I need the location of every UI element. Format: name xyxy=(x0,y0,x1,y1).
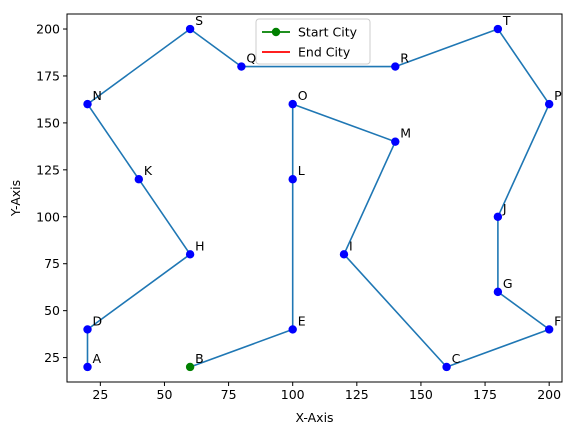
city-label-d: D xyxy=(93,313,103,328)
y-tick-label: 200 xyxy=(36,22,60,37)
city-point-b xyxy=(185,362,195,372)
plot-area: A B C D E F G H I J K L M N O P Q R S T xyxy=(83,13,562,372)
city-label-t: T xyxy=(502,13,511,28)
x-axis-title: X-Axis xyxy=(295,410,333,425)
city-point-g xyxy=(493,287,503,297)
city-label-f: F xyxy=(554,313,561,328)
x-tick-label: 100 xyxy=(281,387,305,402)
city-point-m xyxy=(391,137,400,146)
x-tick-label: 75 xyxy=(221,387,237,402)
x-tick-label: 25 xyxy=(92,387,108,402)
city-label-j: J xyxy=(502,201,507,216)
city-point-i xyxy=(339,250,349,259)
y-tick-label: 175 xyxy=(36,68,60,83)
y-tick-label: 25 xyxy=(44,350,60,365)
y-tick-label: 50 xyxy=(44,303,60,318)
city-label-l: L xyxy=(298,163,305,178)
city-point-n xyxy=(83,99,92,109)
city-label-r: R xyxy=(400,51,409,66)
city-point-f xyxy=(544,325,554,334)
city-label-o: O xyxy=(298,88,308,103)
x-tick-label: 175 xyxy=(473,387,497,402)
city-point-k xyxy=(134,175,144,184)
city-label-n: N xyxy=(93,88,102,103)
city-point-e xyxy=(288,325,297,334)
city-point-l xyxy=(288,175,297,184)
city-point-p xyxy=(544,99,554,109)
city-point-a xyxy=(83,362,92,372)
city-label-q: Q xyxy=(246,51,256,66)
legend-marker-0 xyxy=(271,27,281,37)
city-point-d xyxy=(83,325,92,334)
legend-label-1: End City xyxy=(298,45,351,60)
x-tick-label: 200 xyxy=(537,387,561,402)
city-label-c: C xyxy=(452,351,461,366)
legend: Start City End City xyxy=(255,18,371,65)
city-point-h xyxy=(185,250,195,259)
city-label-p: P xyxy=(554,88,562,103)
city-label-e: E xyxy=(298,313,306,328)
x-tick-label: 125 xyxy=(345,387,369,402)
y-axis-title: Y-Axis xyxy=(8,180,23,217)
axes: 25 50 75 100 125 150 175 200 25 50 75 100 125 150 175 2… xyxy=(36,13,563,402)
y-tick-label: 125 xyxy=(36,162,60,177)
city-point-q xyxy=(237,62,246,71)
city-label-k: K xyxy=(144,163,153,178)
city-label-a: A xyxy=(93,351,102,366)
y-tick-label: 100 xyxy=(36,209,60,224)
city-point-s xyxy=(185,24,195,34)
city-label-b: B xyxy=(195,351,204,366)
city-point-j xyxy=(493,212,503,221)
y-tick-label: 75 xyxy=(44,256,60,271)
y-tick-label: 150 xyxy=(36,115,60,130)
x-tick-label: 50 xyxy=(157,387,173,402)
city-label-m: M xyxy=(400,126,411,141)
city-label-i: I xyxy=(349,238,353,253)
route-line xyxy=(86,28,551,368)
x-tick-label: 150 xyxy=(409,387,433,402)
legend-label-0: Start City xyxy=(298,25,358,40)
city-point-t xyxy=(493,24,503,34)
city-label-g: G xyxy=(503,276,513,291)
city-point-c xyxy=(442,362,451,372)
city-label-s: S xyxy=(195,13,203,28)
city-label-h: H xyxy=(195,238,204,253)
city-point-o xyxy=(288,99,297,109)
axes-frame xyxy=(66,13,563,383)
city-point-r xyxy=(391,62,400,71)
